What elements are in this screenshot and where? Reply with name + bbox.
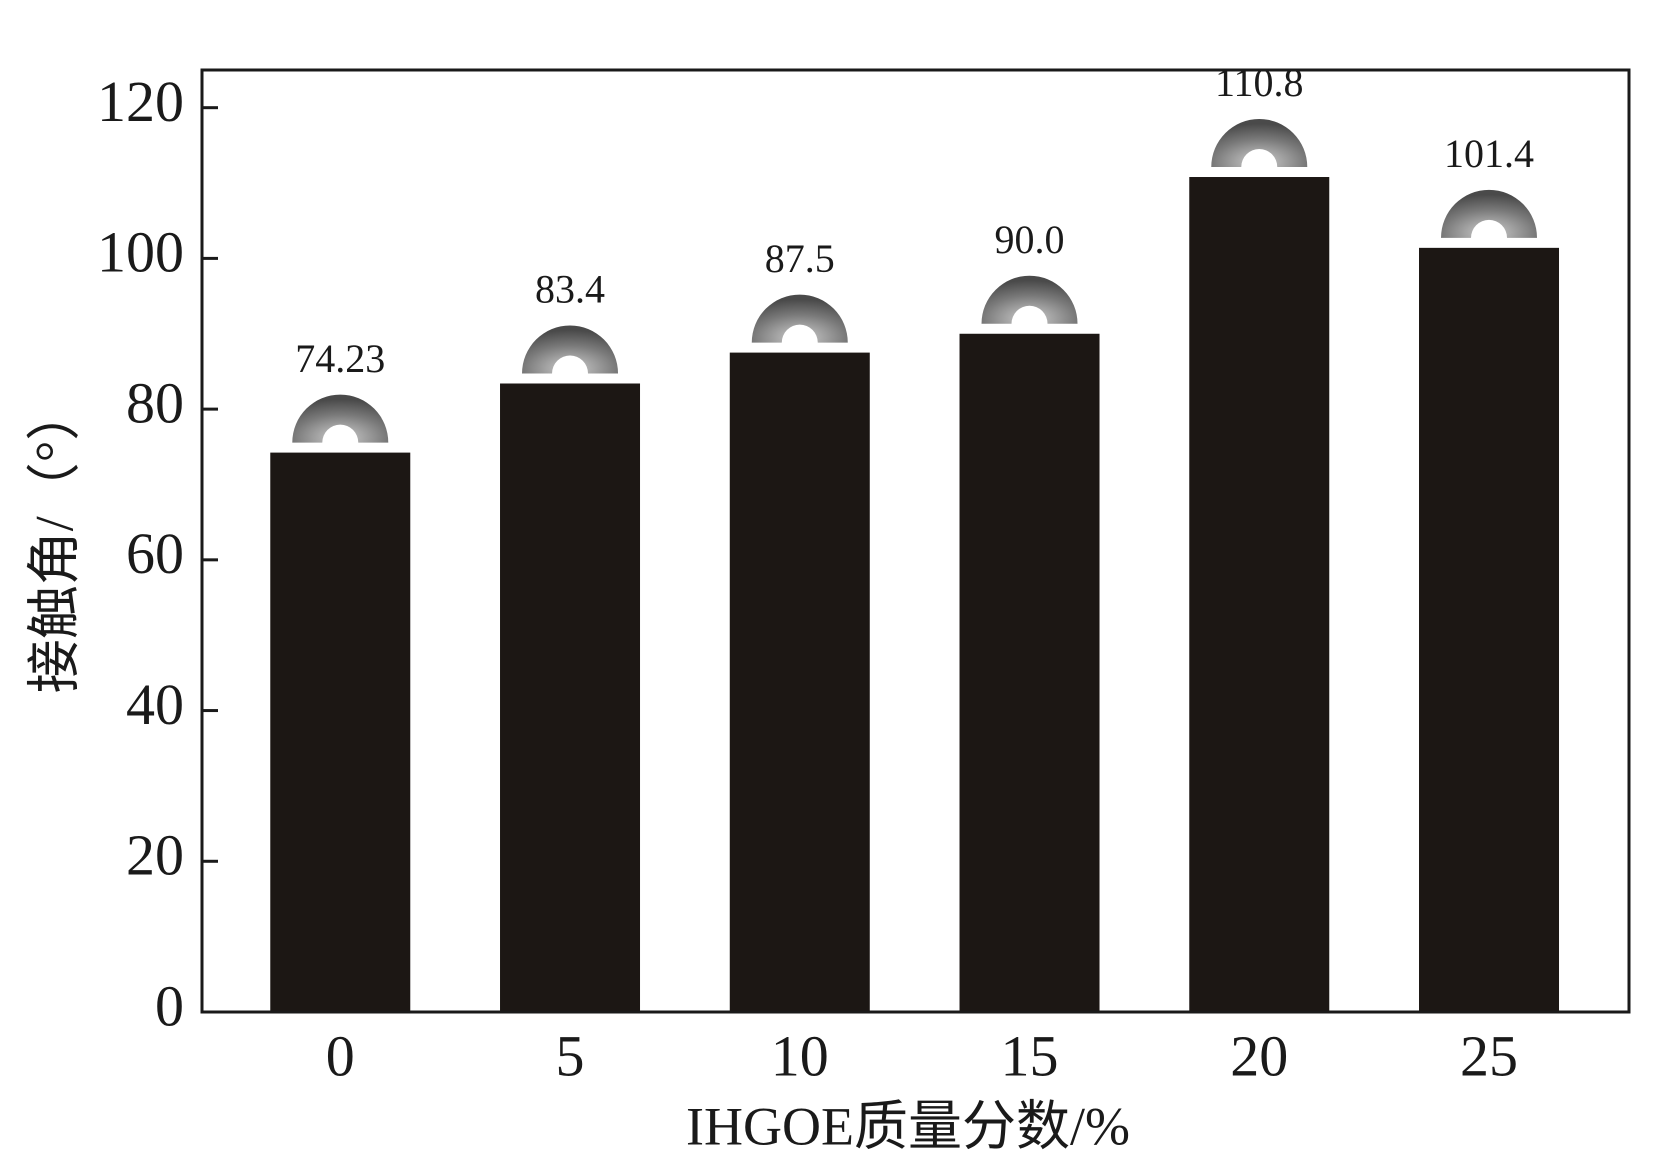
- x-tick-label: 15: [1001, 1023, 1059, 1088]
- x-axis-title: IHGOE质量分数/%: [686, 1096, 1130, 1156]
- droplet-image: [522, 325, 619, 374]
- value-label: 110.8: [1215, 60, 1304, 105]
- bar: [270, 452, 411, 1012]
- y-tick-label: 120: [97, 69, 184, 134]
- bar: [1189, 177, 1330, 1012]
- x-tick-label: 0: [326, 1023, 355, 1088]
- value-label: 87.5: [765, 236, 835, 281]
- plot-frame: [200, 68, 1631, 1014]
- droplet-image: [1211, 119, 1308, 168]
- y-tick-label: 40: [126, 672, 184, 737]
- y-axis-title: 接触角/（°）: [24, 387, 84, 694]
- value-label: 101.4: [1444, 131, 1534, 176]
- bar: [729, 352, 870, 1013]
- droplet-image: [981, 275, 1078, 324]
- bar: [1419, 247, 1560, 1012]
- y-tick-label: 80: [126, 370, 184, 435]
- y-tick-label: 0: [155, 973, 184, 1038]
- value-label: 74.23: [295, 336, 385, 381]
- y-tick-label: 20: [126, 823, 184, 888]
- bar: [959, 333, 1100, 1012]
- y-tick-label: 100: [97, 220, 184, 285]
- value-label: 90.0: [995, 217, 1065, 262]
- x-tick-label: 20: [1230, 1023, 1288, 1088]
- value-label: 83.4: [535, 267, 605, 312]
- x-tick-label: 5: [556, 1023, 585, 1088]
- bar: [500, 383, 641, 1013]
- droplet-image: [292, 394, 389, 443]
- x-tick-label: 10: [771, 1023, 829, 1088]
- x-tick-label: 25: [1460, 1023, 1518, 1088]
- droplet-image: [751, 294, 848, 343]
- y-tick-label: 60: [126, 521, 184, 586]
- droplet-image: [1441, 189, 1538, 238]
